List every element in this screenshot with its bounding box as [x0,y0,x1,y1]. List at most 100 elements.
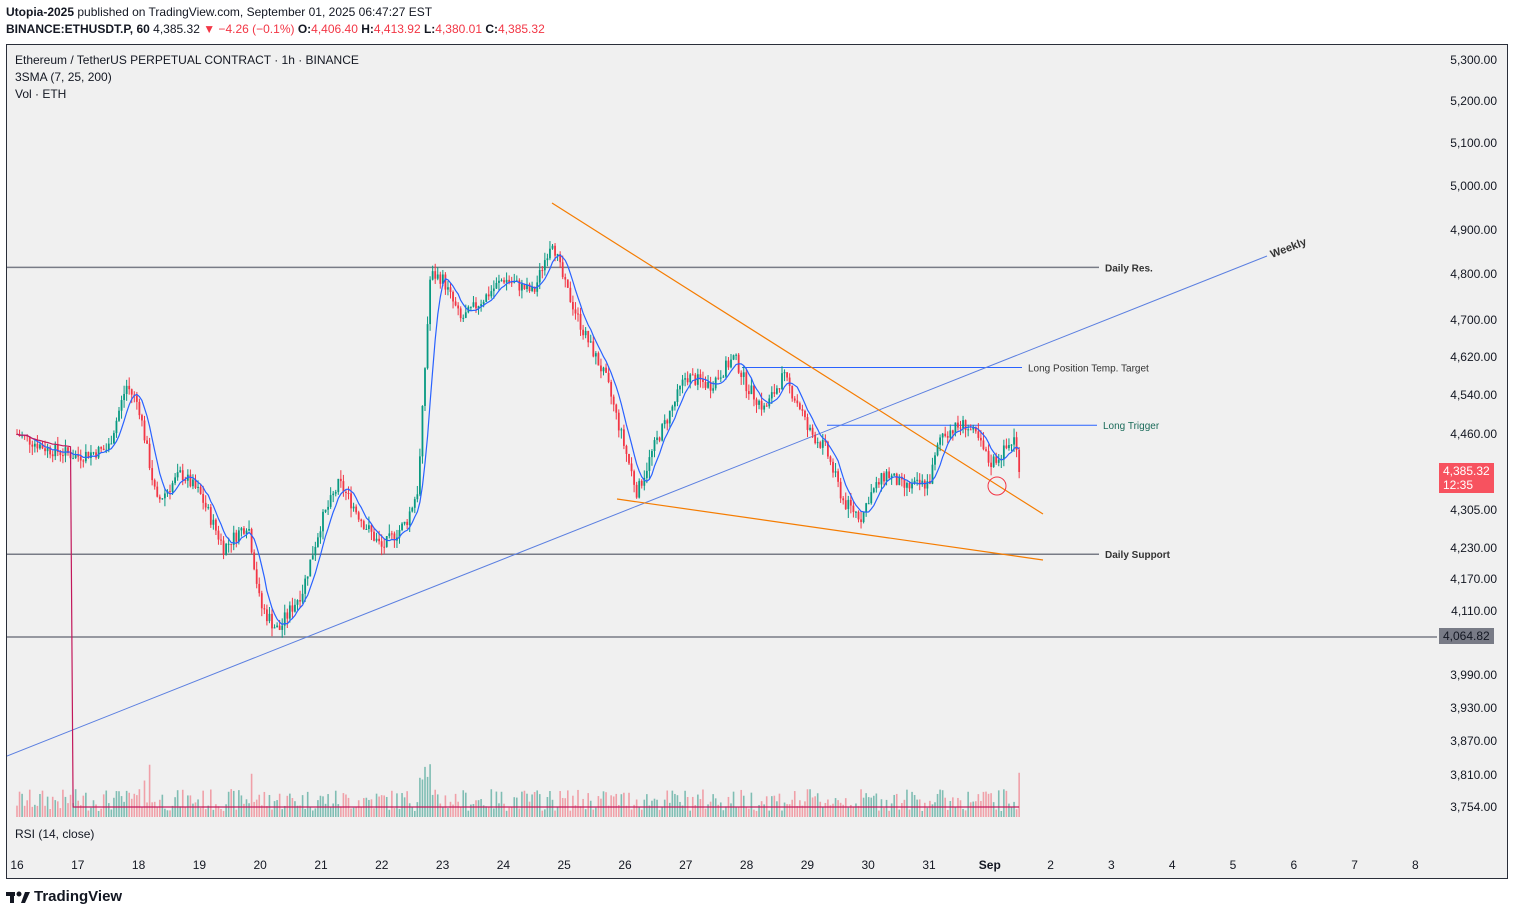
volume-bar [709,801,712,817]
volume-legend[interactable]: Vol · ETH [15,87,67,101]
volume-bar [855,803,857,817]
candle-body [623,429,625,446]
volume-bar [454,793,457,817]
volume-bar [406,791,408,817]
candle-body [926,481,929,489]
candle-body [796,400,799,404]
chart-canvas[interactable]: Daily Res. Long Position Temp. Target Long… [7,45,1507,878]
candle-body [135,395,138,402]
volume-bar [615,793,618,817]
candle-body [625,445,628,454]
volume-bar [610,795,612,817]
volume-bar [283,805,286,817]
candle-body [36,443,39,449]
date-tick-label: 30 [861,858,875,872]
volume-bar [908,809,911,817]
candle-body [288,605,291,619]
candle-body [776,388,778,394]
volume-bar [878,810,880,817]
candle-body [146,440,148,444]
volume-bar [18,791,21,817]
volume-bar [396,793,398,817]
candle-body [266,609,268,622]
candle-body [661,424,664,441]
candle-body [893,473,896,476]
volume-bar [352,807,355,817]
volume-bar [714,798,717,817]
volume-bar [778,793,781,817]
volume-bar [380,795,383,817]
candle-body [59,452,62,456]
candle-body [480,304,482,307]
candle-body [128,385,131,390]
candle-body [54,444,57,457]
candle-body [510,282,513,284]
tradingview-icon [6,891,30,903]
candle-body [566,279,569,288]
candle-body [169,491,171,493]
volume-bar [258,794,261,817]
volume-bar [16,805,18,817]
candle-body [674,401,676,407]
volume-bar [809,789,811,817]
volume-bar [628,792,630,817]
candle-body [327,506,329,510]
volume-bar [564,798,567,817]
candle-body [385,536,388,547]
volume-bar [964,810,967,817]
volume-bar [472,804,475,817]
volume-bar [544,809,546,817]
volume-bar [587,793,589,817]
candle-body [679,385,681,390]
volume-bar [243,803,245,817]
volume-bar [248,803,250,817]
last-price-tag-value: 4,385.32 [1443,464,1490,478]
date-tick-label: 6 [1290,858,1298,872]
candle-body [294,604,296,612]
candle-body [215,519,217,531]
volume-bar [44,805,46,817]
volume-bar [748,808,750,817]
candle-body [475,302,477,309]
candle-body [865,503,868,513]
volume-bar [758,805,760,817]
volume-bar [261,805,263,817]
volume-bar [980,800,982,817]
candle-body [643,477,646,486]
volume-bar [972,801,975,817]
date-tick-label: 2 [1047,858,1054,872]
candle-body [503,280,505,283]
rsi-legend[interactable]: RSI (14, close) [15,827,95,841]
volume-bar [592,809,595,817]
volume-bar [296,805,299,817]
volume-bar [23,805,26,817]
volume-bar [707,804,709,817]
price-tick-label: 3,810.00 [1450,768,1497,782]
candle-body [681,379,684,386]
volume-bar [250,773,253,817]
volume-bar [235,809,238,817]
candle-body [102,448,105,451]
candle-body [273,627,276,629]
candle-body [1002,445,1005,460]
volume-bar [885,799,888,817]
tradingview-logo[interactable]: TradingView [6,888,122,905]
chart-frame[interactable]: Daily Res. Long Position Temp. Target Long… [6,44,1508,879]
volume-bar [204,809,207,817]
volume-bar [64,796,67,817]
sma-legend[interactable]: 3SMA (7, 25, 200) [15,70,112,84]
candle-body [638,480,641,498]
volume-bar [273,801,276,817]
candle-body [120,400,123,411]
candle-body [490,291,493,297]
volume-bar [827,799,829,817]
volume-bar [334,790,337,817]
volume-bar [883,807,885,817]
candle-body [911,483,913,489]
candle-body [151,468,154,481]
candle-body [235,532,238,542]
volume-bar [799,800,801,817]
candle-body [243,528,245,534]
volume-bar [355,807,357,817]
volume-bar [582,798,584,817]
